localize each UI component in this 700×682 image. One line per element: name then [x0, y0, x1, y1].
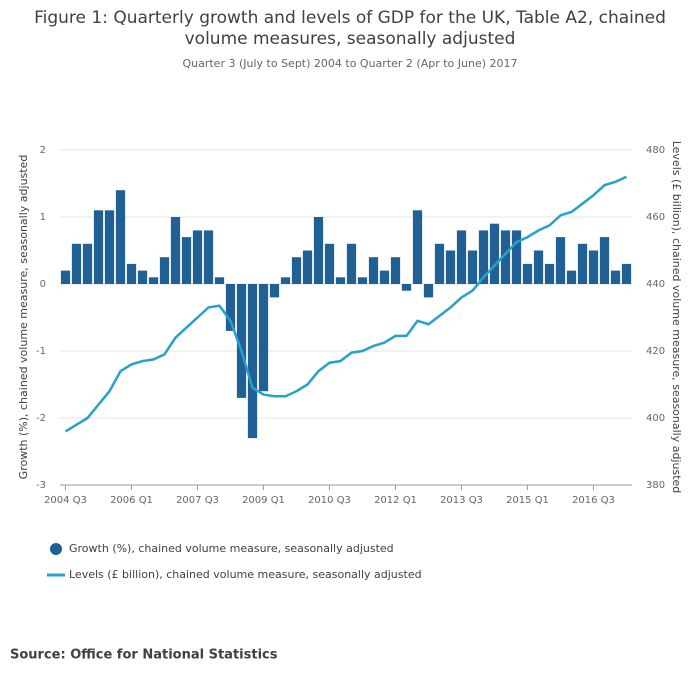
- x-tick-label: 2007 Q3: [176, 495, 219, 506]
- bar: [390, 257, 401, 284]
- bar: [269, 284, 280, 298]
- bar: [500, 230, 511, 284]
- bar: [104, 210, 115, 284]
- y2-tick-label: 420: [646, 346, 665, 357]
- bar: [170, 217, 181, 284]
- bar: [280, 277, 291, 284]
- chart-title-line: Figure 1: Quarterly growth and levels of…: [34, 8, 666, 28]
- bar: [258, 284, 269, 392]
- bar: [599, 237, 610, 284]
- bar: [181, 237, 192, 284]
- y-tick-label: -3: [36, 480, 46, 491]
- bar: [621, 263, 632, 284]
- bar: [489, 223, 500, 284]
- bar: [467, 250, 478, 284]
- bar: [324, 243, 335, 284]
- bar: [566, 270, 577, 284]
- bar: [401, 284, 412, 291]
- bar: [335, 277, 346, 284]
- y-tick-label: 1: [40, 212, 46, 223]
- bar: [313, 217, 324, 284]
- bar: [588, 250, 599, 284]
- bar: [511, 230, 522, 284]
- x-tick-label: 2006 Q1: [110, 495, 153, 506]
- bar: [577, 243, 588, 284]
- bar: [236, 284, 247, 398]
- bar: [368, 257, 379, 284]
- y-tick-label: -2: [36, 413, 46, 424]
- bar: [533, 250, 544, 284]
- chart-title-line: volume measures, seasonally adjusted: [185, 29, 516, 49]
- bar: [445, 250, 456, 284]
- legend-marker: [50, 543, 62, 555]
- bar: [412, 210, 423, 284]
- bar: [247, 284, 258, 439]
- y-tick-label: 2: [40, 145, 46, 156]
- legend-label: Levels (£ billion), chained volume measu…: [69, 568, 422, 581]
- bar: [291, 257, 302, 284]
- legend-label: Growth (%), chained volume measure, seas…: [69, 542, 394, 555]
- bar: [148, 277, 159, 284]
- bar: [478, 230, 489, 284]
- bar: [456, 230, 467, 284]
- bar: [357, 277, 368, 284]
- bar: [115, 190, 126, 284]
- y2-tick-label: 440: [646, 279, 665, 290]
- bar: [60, 270, 71, 284]
- bar: [192, 230, 203, 284]
- bar: [544, 263, 555, 284]
- bar: [346, 243, 357, 284]
- y2-tick-label: 400: [646, 413, 665, 424]
- bar: [522, 263, 533, 284]
- bar: [555, 237, 566, 284]
- bar: [302, 250, 313, 284]
- y-axis-label: Growth (%), chained volume measure, seas…: [17, 155, 30, 480]
- bar: [203, 230, 214, 284]
- y-tick-label: -1: [36, 346, 46, 357]
- y-tick-label: 0: [40, 279, 46, 290]
- x-tick-label: 2012 Q1: [374, 495, 417, 506]
- bar: [82, 243, 93, 284]
- bar: [214, 277, 225, 284]
- x-tick-label: 2013 Q3: [440, 495, 483, 506]
- bar: [137, 270, 148, 284]
- x-tick-label: 2010 Q3: [308, 495, 351, 506]
- bar: [225, 284, 236, 331]
- bar: [159, 257, 170, 284]
- bar: [434, 243, 445, 284]
- line: [64, 175, 628, 433]
- y2-tick-label: 460: [646, 212, 665, 223]
- x-tick-label: 2009 Q1: [242, 495, 285, 506]
- y2-axis-label: Levels (£ billion), chained volume measu…: [670, 141, 683, 494]
- bar: [423, 284, 434, 298]
- source: Source: Office for National Statistics: [10, 648, 278, 663]
- x-tick-label: 2004 Q3: [44, 495, 87, 506]
- bar: [71, 243, 82, 284]
- x-tick-label: 2015 Q1: [506, 495, 549, 506]
- bar: [126, 263, 137, 284]
- x-tick-label: 2016 Q3: [572, 495, 615, 506]
- bar: [93, 210, 104, 284]
- bar: [379, 270, 390, 284]
- bar: [610, 270, 621, 284]
- y2-tick-label: 380: [646, 480, 665, 491]
- chart-subtitle: Quarter 3 (July to Sept) 2004 to Quarter…: [182, 57, 517, 70]
- y2-tick-label: 480: [646, 145, 665, 156]
